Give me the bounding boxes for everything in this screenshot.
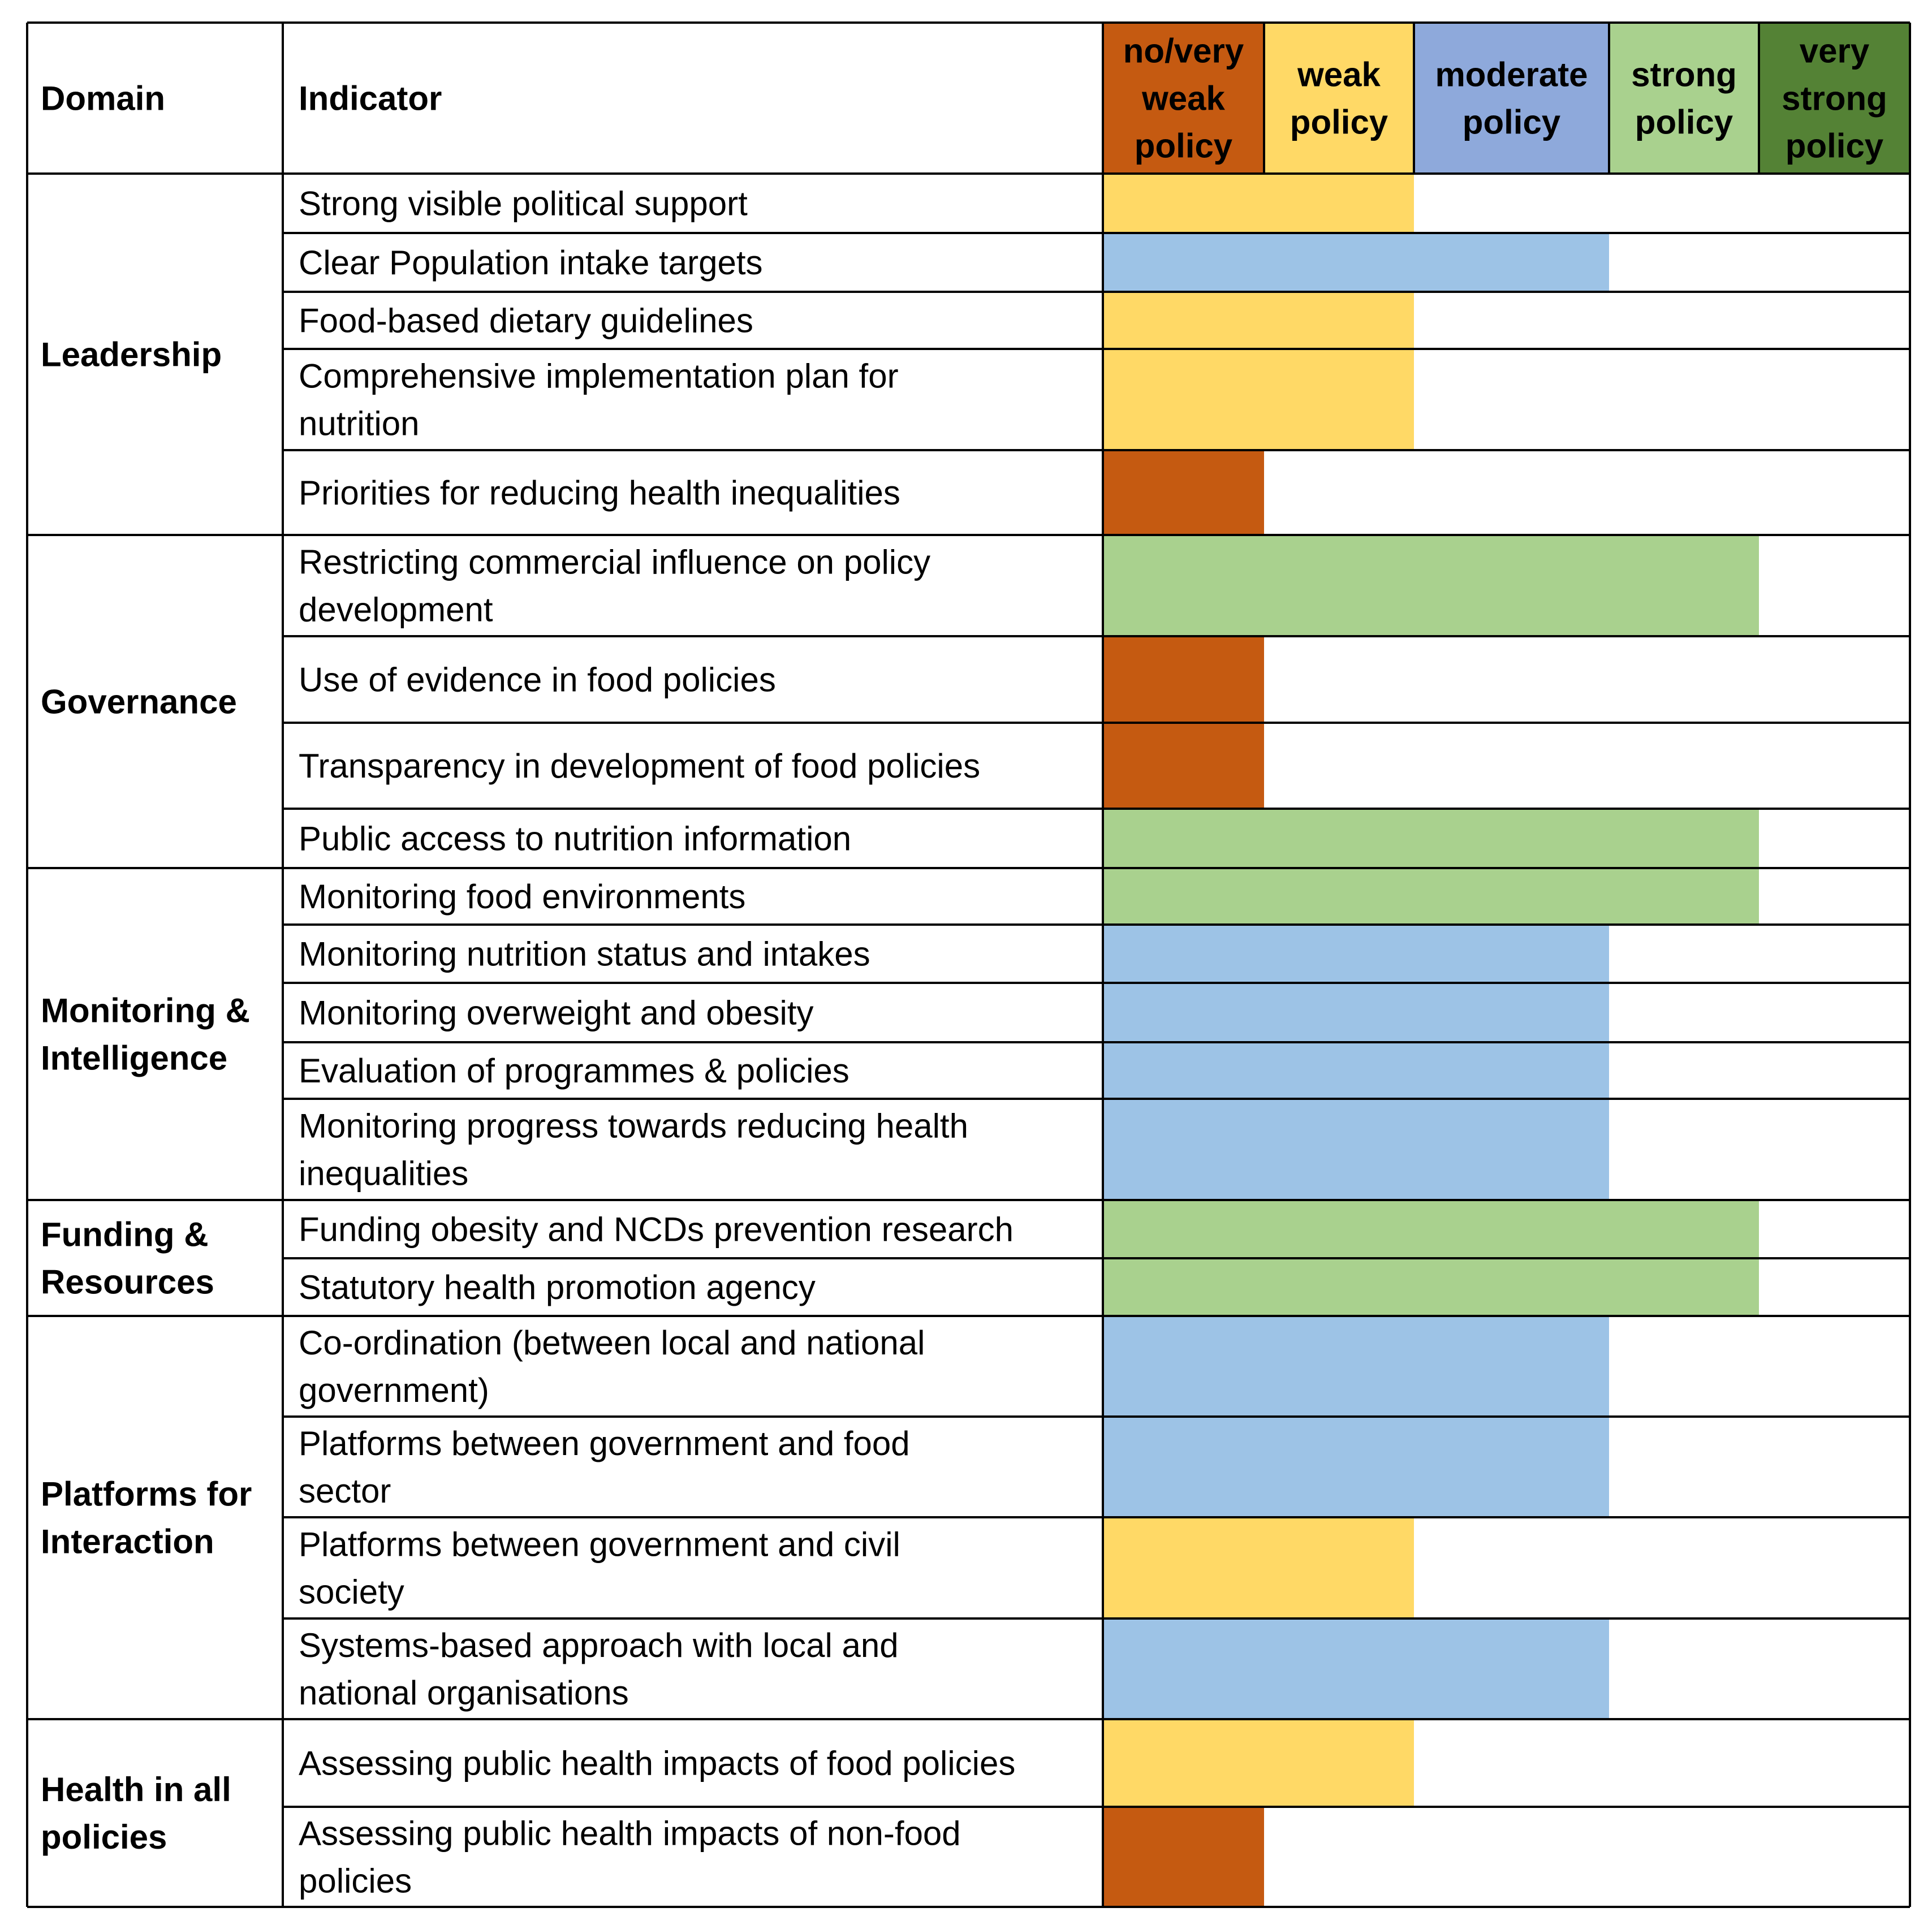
level-header-label: moderate [1435, 56, 1588, 94]
indicator-label: Clear Population intake targets [299, 244, 763, 282]
domain-label: Monitoring & [41, 992, 250, 1030]
indicator-label: inequalities [299, 1155, 468, 1193]
level-header-label: no/very [1123, 32, 1244, 70]
level-header-label: policy [1786, 127, 1884, 165]
rating-bar [1103, 1099, 1609, 1200]
indicator-label: sector [299, 1472, 391, 1510]
domain-label: Interaction [41, 1523, 214, 1561]
level-header-label: policy [1635, 103, 1733, 141]
indicator-label: government) [299, 1371, 489, 1409]
rating-bar [1103, 1258, 1759, 1316]
indicator-label: development [299, 591, 493, 629]
indicator-label: Evaluation of programmes & policies [299, 1052, 849, 1090]
indicator-label: Use of evidence in food policies [299, 661, 776, 699]
indicator-label: Assessing public health impacts of food … [299, 1745, 1015, 1782]
rating-bar [1103, 1417, 1609, 1517]
indicator-label: Food-based dietary guidelines [299, 302, 753, 340]
indicator-label: Monitoring nutrition status and intakes [299, 935, 870, 973]
rating-bar [1103, 1807, 1264, 1907]
level-header-label: policy [1290, 103, 1388, 141]
level-header-cell [1103, 23, 1264, 174]
rating-bar [1103, 809, 1759, 868]
level-header-label: very [1800, 32, 1870, 70]
indicator-label: Monitoring progress towards reducing hea… [299, 1107, 968, 1145]
indicator-label: Systems-based approach with local and [299, 1626, 899, 1664]
rating-bar [1103, 1517, 1414, 1618]
level-header-label: weak [1297, 56, 1381, 94]
indicator-label: nutrition [299, 405, 419, 443]
indicator-label: Statutory health promotion agency [299, 1268, 816, 1306]
rating-bar [1103, 868, 1759, 925]
rating-bar [1103, 292, 1414, 349]
level-header-label: weak [1141, 80, 1225, 118]
rating-bar [1103, 349, 1414, 450]
indicator-column-header: Indicator [299, 80, 442, 118]
rating-bar [1103, 1316, 1609, 1417]
level-header-label: strong [1631, 56, 1737, 94]
level-header-cell [1264, 23, 1414, 174]
indicator-label: Comprehensive implementation plan for [299, 357, 899, 395]
level-header-label: policy [1135, 127, 1233, 165]
rating-bar [1103, 723, 1264, 809]
level-header-label: strong [1782, 80, 1887, 118]
rating-bar [1103, 1042, 1609, 1099]
domain-label: Health in all [41, 1771, 231, 1809]
domain-label: Resources [41, 1263, 214, 1301]
indicator-label: Restricting commercial influence on poli… [299, 543, 930, 581]
indicator-label: Assessing public health impacts of non-f… [299, 1815, 961, 1853]
indicator-label: policies [299, 1862, 412, 1900]
rating-bar [1103, 636, 1264, 723]
domain-label: Intelligence [41, 1039, 227, 1077]
indicator-label: Co-ordination (between local and nationa… [299, 1324, 925, 1362]
domain-label: Governance [41, 683, 237, 721]
indicator-label: Monitoring food environments [299, 878, 745, 916]
indicator-label: national organisations [299, 1674, 629, 1712]
rating-bar [1103, 535, 1759, 636]
indicator-label: Public access to nutrition information [299, 820, 851, 858]
indicator-label: Funding obesity and NCDs prevention rese… [299, 1211, 1014, 1249]
indicator-label: Transparency in development of food poli… [299, 747, 980, 785]
indicator-label: Priorities for reducing health inequalit… [299, 474, 900, 512]
rating-bar [1103, 1200, 1759, 1258]
level-header-cell [1609, 23, 1759, 174]
rating-bar [1103, 450, 1264, 535]
indicator-label: Platforms between government and food [299, 1425, 910, 1462]
rating-bar [1103, 925, 1609, 983]
rating-bar [1103, 174, 1414, 233]
level-header-cell [1414, 23, 1609, 174]
indicator-label: Monitoring overweight and obesity [299, 994, 814, 1032]
indicator-label: society [299, 1573, 404, 1611]
rating-bar [1103, 983, 1609, 1042]
level-header-label: policy [1463, 103, 1561, 141]
rating-bar [1103, 1618, 1609, 1719]
domain-column-header: Domain [41, 80, 165, 118]
rating-bar [1103, 233, 1609, 292]
domain-label: Platforms for [41, 1475, 252, 1513]
domain-label: policies [41, 1818, 167, 1856]
level-header-cell [1759, 23, 1910, 174]
indicator-label: Platforms between government and civil [299, 1526, 900, 1564]
domain-label: Funding & [41, 1216, 209, 1254]
domain-label: Leadership [41, 336, 222, 374]
rating-bar [1103, 1719, 1414, 1807]
indicator-label: Strong visible political support [299, 185, 748, 223]
